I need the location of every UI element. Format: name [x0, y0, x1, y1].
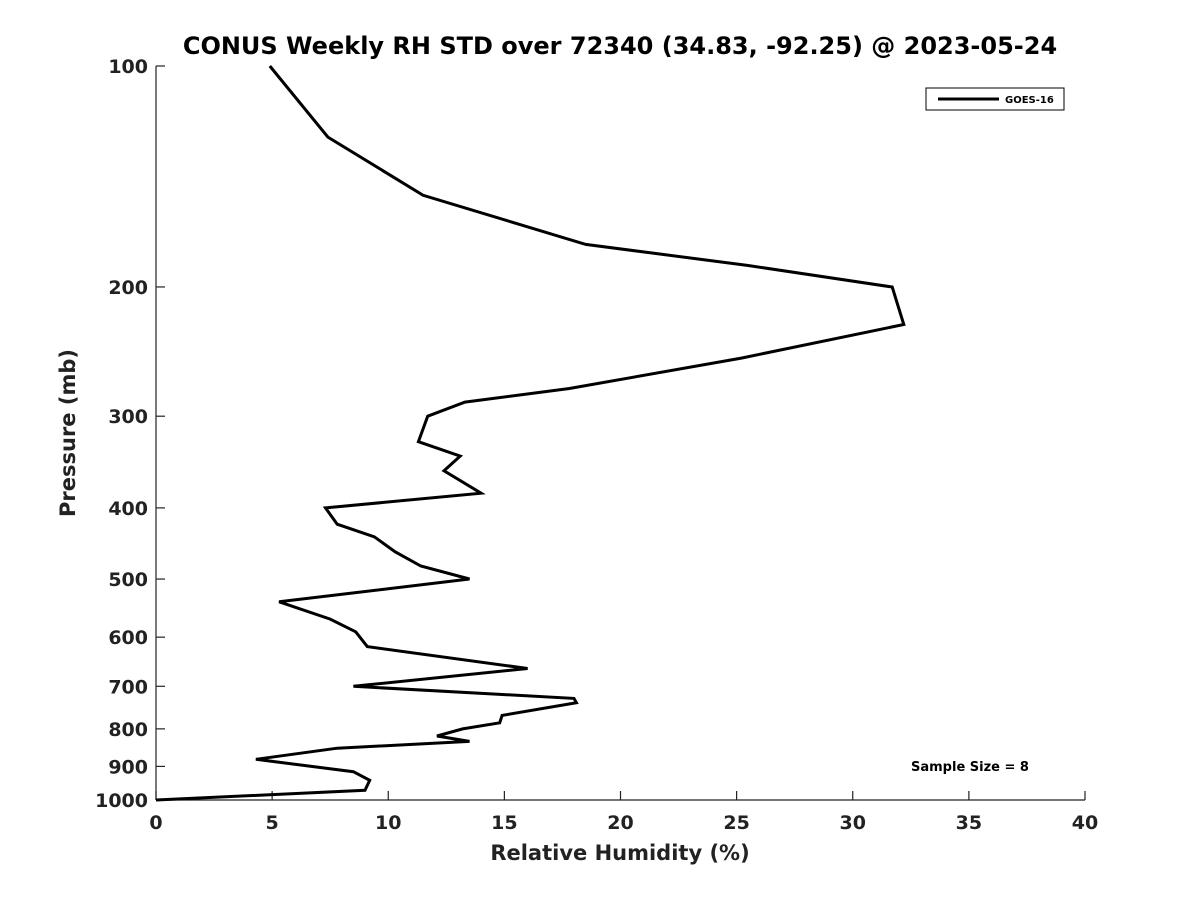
y-axis-ticks: 100 200 300 400 500 600 700 800 900 1000 [95, 56, 165, 812]
x-tick-label: 30 [840, 812, 866, 834]
y-tick-label: 400 [108, 498, 148, 520]
y-tick-label: 100 [108, 56, 148, 78]
y-tick-label: 200 [108, 277, 148, 299]
axes [155, 66, 1085, 801]
x-axis-ticks: 0 5 10 15 20 25 30 35 40 [149, 791, 1098, 834]
y-tick-label: 600 [108, 627, 148, 649]
x-tick-label: 15 [491, 812, 517, 834]
y-tick-label: 900 [108, 756, 148, 778]
x-tick-label: 20 [607, 812, 633, 834]
x-axis-label: Relative Humidity (%) [490, 841, 749, 865]
y-tick-label: 500 [108, 569, 148, 591]
y-tick-label: 300 [108, 406, 148, 428]
y-tick-label: 1000 [95, 790, 148, 812]
sample-size-annotation: Sample Size = 8 [911, 760, 1029, 775]
y-axis-label: Pressure (mb) [56, 349, 80, 517]
x-tick-label: 25 [723, 812, 749, 834]
x-tick-label: 35 [956, 812, 982, 834]
x-tick-label: 40 [1072, 812, 1098, 834]
legend-label-goes16: GOES-16 [1005, 95, 1054, 106]
x-tick-label: 0 [149, 812, 162, 834]
legend: GOES-16 [925, 87, 1065, 111]
series-line-goes16 [155, 65, 906, 802]
y-tick-label: 800 [108, 719, 148, 741]
y-tick-label: 700 [108, 676, 148, 698]
chart-title: CONUS Weekly RH STD over 72340 (34.83, -… [183, 32, 1057, 60]
x-tick-label: 10 [375, 812, 401, 834]
x-tick-label: 5 [266, 812, 279, 834]
